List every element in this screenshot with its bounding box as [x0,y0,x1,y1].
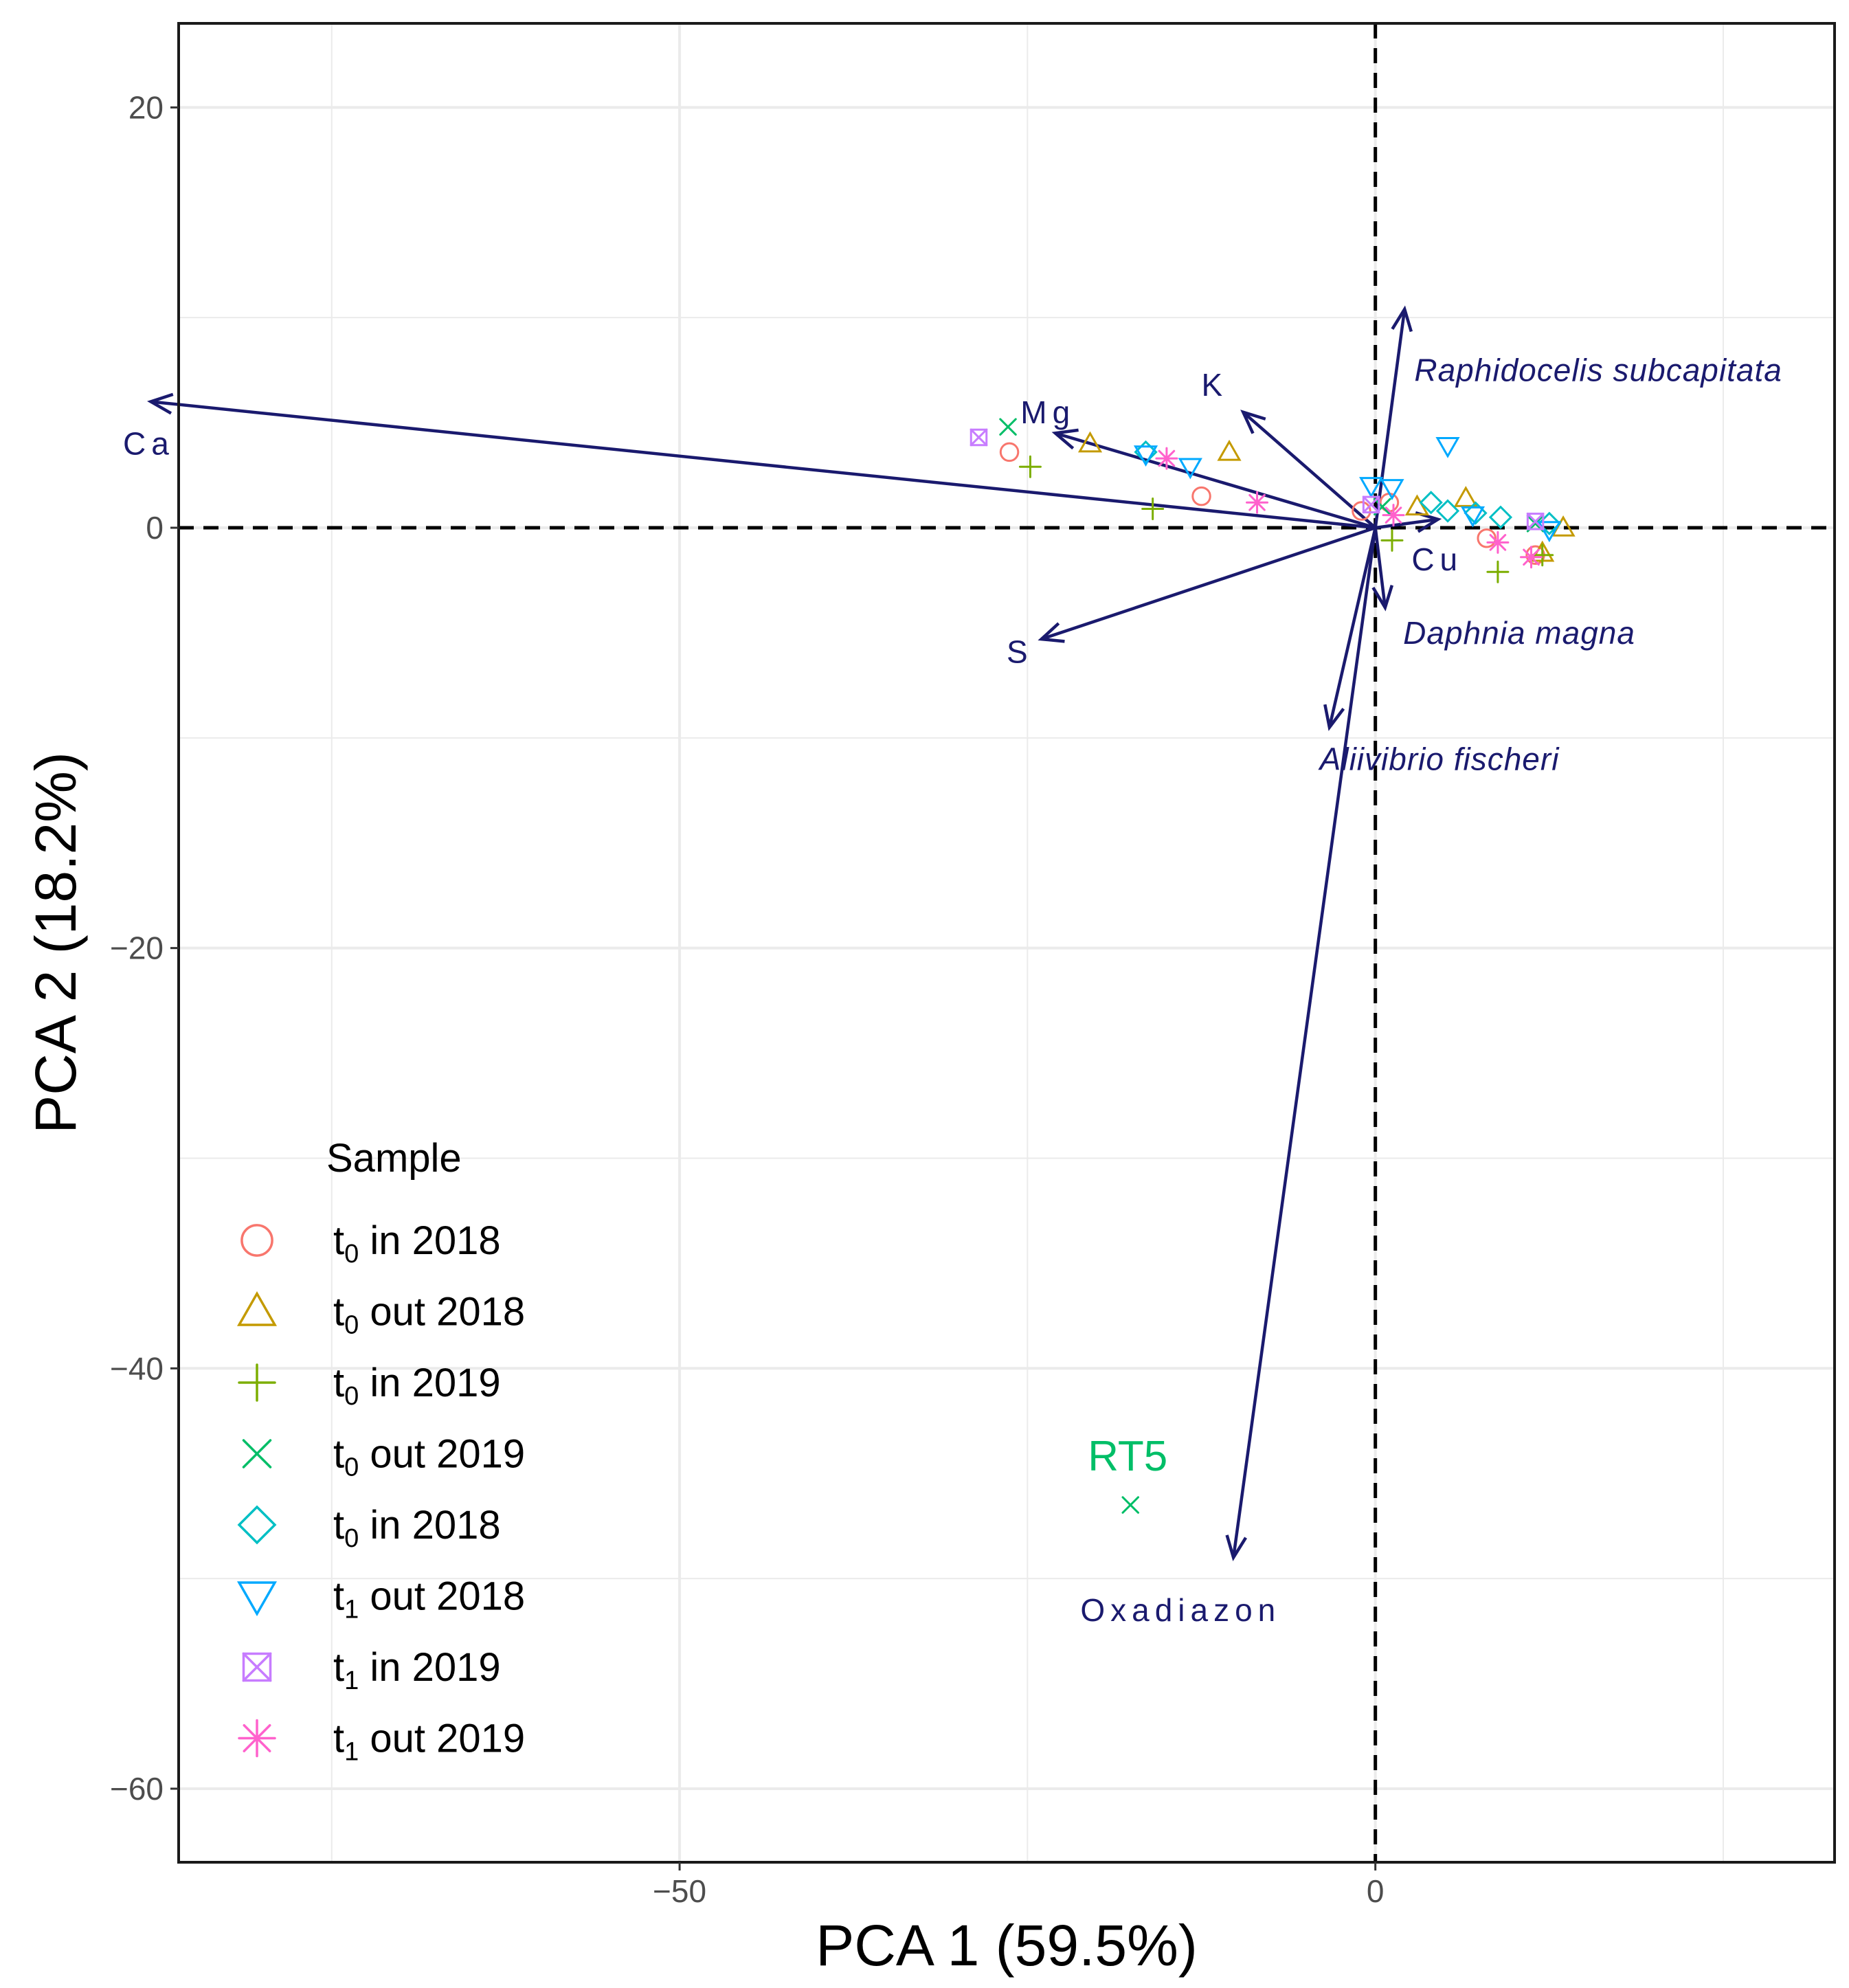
score-points: RT5 [970,418,1576,1514]
y-tick-label: −40 [110,1350,164,1386]
data-point-t0-in-2018 [1477,528,1497,548]
arrowhead-mg [1051,428,1079,450]
data-point-t0-out-2018 [1217,439,1242,461]
loading-label-ca: Ca [123,426,175,462]
data-point-t1-out-2019 [1486,530,1510,554]
legend-key-t0-out-2018 [236,1291,278,1326]
legend-label: t0 in 2019 [333,1361,501,1411]
legend: Sample t0 in 2018 t0 out 2018 t0 in 2019 t0… [236,1136,525,1767]
data-point-t0-out-2018 [1077,431,1103,453]
legend-label: t0 out 2019 [333,1432,525,1482]
data-point-t1-in-2018 [1488,505,1513,529]
loading-label-raphidocelis-subcapitata: Raphidocelis subcapitata [1414,353,1782,388]
y-tick-label: 20 [128,89,164,125]
data-point-t0-in-2019 [1486,560,1510,583]
data-point-t1-in-2019 [1526,513,1545,530]
data-point-t0-in-2018 [999,442,1020,462]
arrowhead-aliivibrio-fischeri [1323,704,1345,731]
arrowhead-daphnia-magna [1371,585,1394,612]
legend-key-t1-out-2019 [238,1719,276,1758]
arrowhead-ca [147,392,174,415]
loading-label-mg: Mg [1020,394,1075,430]
loading-label-k: K [1202,367,1229,403]
arrowhead-k [1240,410,1266,434]
legend-label: t1 in 2019 [333,1645,501,1695]
legend-key-t1-out-2018 [236,1581,278,1617]
legend-key-t1-in-2018 [237,1505,277,1545]
loading-arrow-raphidocelis-subcapitata [1374,309,1407,528]
data-point-t0-in-2018 [1191,486,1211,506]
y-tick-label: −60 [110,1771,164,1807]
legend-title: Sample [326,1136,462,1181]
legend-label: t0 in 2018 [333,1503,501,1553]
loading-label-s: S [1007,634,1033,669]
data-point-t1-out-2019 [1382,504,1405,527]
data-point-t1-out-2018 [1359,477,1384,498]
data-point-t0-out-2019 [999,418,1017,436]
loading-arrows: Ca Mg K S Cu Raphidocelis subcapitata Daphnia … [123,305,1782,1628]
data-point-t1-in-2019 [1362,495,1380,514]
legend-key-t1-in-2019 [242,1652,272,1682]
legend-label: t1 out 2019 [333,1717,525,1767]
data-point-t0-in-2019 [1380,528,1404,552]
loading-label-oxadiazon: Oxadiazon [1080,1592,1281,1628]
loading-label-cu: Cu [1411,541,1463,577]
data-point-t0-in-2018 [1352,501,1371,521]
legend-key-t0-in-2019 [238,1363,276,1402]
data-point-t1-out-2018 [1178,458,1202,480]
data-point-t1-in-2018 [1435,499,1460,523]
data-point-t1-in-2018 [1134,440,1158,465]
grid-lines [179,23,1835,1862]
loading-arrow-cu [1375,517,1439,530]
reference-lines [179,23,1835,1862]
data-point-t1-out-2019 [1520,546,1543,569]
arrowhead-raphidocelis-subcapitata [1391,305,1413,333]
x-axis-title: PCA 1 (59.5%) [816,1913,1198,1978]
loading-arrow-daphnia-magna [1374,527,1387,608]
data-point-t1-out-2019 [1246,491,1269,514]
legend-key-t0-out-2019 [242,1439,272,1468]
data-point-t0-in-2019 [1531,544,1554,567]
data-point-t0-in-2019 [1141,497,1165,520]
legend-label: t1 out 2018 [333,1574,525,1624]
loading-arrow-s [1040,526,1376,641]
loading-arrow-mg [1055,432,1376,530]
data-point-t0-out-2018 [1453,486,1478,507]
x-tick-label: 0 [1367,1873,1385,1909]
point-annotation-label: RT5 [1088,1433,1167,1480]
data-point-t0-out-2019 [1121,1496,1139,1514]
data-point-t1-out-2018 [1460,506,1486,528]
arrowhead-s [1038,622,1065,643]
data-point-t1-out-2018 [1380,479,1404,500]
data-point-t1-out-2018 [1435,436,1460,458]
y-axis-title: PCA 2 (18.2%) [23,752,88,1134]
data-point-t1-out-2018 [1537,521,1562,543]
loading-arrow-ca [150,400,1376,530]
data-point-t1-out-2019 [1155,447,1178,470]
legend-label: t0 out 2018 [333,1290,525,1340]
axis-ticks: −50 0 20 0 −20 −40 −60 [110,89,1385,1909]
x-tick-label: −50 [653,1873,706,1909]
loading-arrow-oxadiazon [1231,527,1377,1558]
legend-label: t0 in 2018 [333,1218,501,1269]
plot-panel-border [177,22,1836,1864]
y-tick-label: −20 [110,930,164,966]
y-tick-label: 0 [146,510,164,546]
loading-arrow-aliivibrio-fischeri [1327,527,1377,728]
legend-key-t0-in-2018 [240,1224,273,1257]
loading-label-aliivibrio-fischeri: Aliivibrio fischeri [1318,741,1560,777]
data-point-t0-in-2019 [1018,455,1042,478]
data-point-t1-in-2019 [970,428,988,447]
data-point-t1-out-2018 [1133,445,1158,467]
loading-label-daphnia-magna: Daphnia magna [1403,615,1635,651]
arrowhead-oxadiazon [1225,1534,1247,1562]
data-point-t1-in-2018 [1419,491,1443,515]
